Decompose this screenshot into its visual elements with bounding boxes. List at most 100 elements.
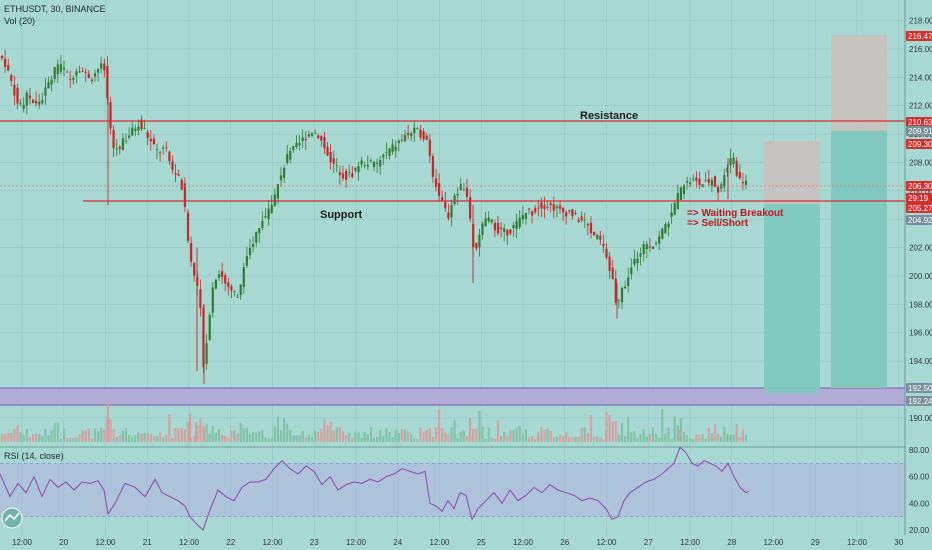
- candle-body: [462, 189, 465, 191]
- candle-body: [242, 267, 245, 288]
- volume-bar: [456, 437, 459, 442]
- volume-bar: [78, 434, 81, 442]
- candle-body: [413, 127, 416, 134]
- volume-bar: [717, 434, 720, 442]
- candle-body: [574, 212, 577, 215]
- volume-bar: [332, 430, 335, 442]
- candle-body: [335, 164, 338, 166]
- volume-bar: [689, 438, 692, 442]
- candle-body: [729, 158, 732, 166]
- volume-bar: [177, 428, 180, 442]
- volume-bar: [357, 432, 360, 442]
- candle-body: [267, 208, 270, 220]
- candle-body: [593, 231, 596, 236]
- candle-body: [180, 179, 183, 190]
- candle-body: [97, 69, 100, 73]
- volume-bar: [53, 423, 56, 442]
- price-badge-text: 29:19: [908, 194, 929, 203]
- volume-bar: [121, 430, 124, 442]
- volume-bar: [447, 434, 450, 442]
- candle-body: [422, 131, 425, 140]
- candle-body: [456, 193, 459, 196]
- candle-body: [75, 71, 78, 76]
- candle-body: [490, 219, 493, 223]
- candle-body: [252, 244, 255, 247]
- volume-spike: [203, 428, 205, 442]
- candle-body: [648, 246, 651, 248]
- volume-bar: [431, 436, 434, 442]
- candle-body: [441, 197, 444, 201]
- candle-body: [221, 271, 224, 278]
- candle-body: [379, 159, 382, 167]
- candle-body: [586, 224, 589, 226]
- volume-bar: [512, 430, 515, 442]
- volume-bar: [701, 433, 704, 442]
- target-box-2: [831, 131, 887, 388]
- time-tick-label: 12:00: [513, 538, 534, 547]
- volume-bar: [261, 430, 264, 442]
- volume-bar: [376, 436, 379, 442]
- volume-bar: [400, 428, 403, 442]
- candle-body: [636, 258, 639, 264]
- candle-body: [478, 234, 481, 248]
- candle-body: [744, 180, 748, 185]
- volume-bar: [562, 436, 565, 442]
- volume-bar: [13, 428, 16, 442]
- candle-body: [741, 182, 744, 184]
- volume-bar: [320, 428, 323, 442]
- candle-body: [605, 248, 608, 258]
- volume-bar: [403, 429, 407, 442]
- candle-body: [7, 65, 10, 71]
- candle-body: [264, 215, 267, 218]
- volume-bar: [84, 430, 87, 442]
- volume-bar: [744, 434, 748, 442]
- volume-bar: [546, 428, 549, 442]
- time-tick-label: 12:00: [12, 538, 33, 547]
- candle-body: [239, 284, 242, 295]
- time-tick-label: 26: [560, 538, 569, 547]
- volume-bar: [658, 437, 661, 442]
- volume-bar: [0, 433, 4, 442]
- candle-body: [707, 179, 710, 183]
- candle-body: [372, 161, 376, 168]
- price-tick-label: 208.00: [909, 158, 932, 167]
- volume-bar: [524, 429, 527, 442]
- time-tick-label: 22: [226, 538, 235, 547]
- candle-body: [419, 129, 422, 138]
- price-badge: [906, 117, 932, 127]
- candle-body: [131, 127, 134, 136]
- price-badge: [906, 203, 932, 213]
- volume-bar: [611, 421, 614, 442]
- price-tick-label: 190.00: [909, 414, 932, 423]
- volume-bar: [509, 429, 512, 442]
- candle-body: [599, 235, 602, 240]
- volume-spike: [605, 430, 607, 442]
- time-tick-label: 12:00: [596, 538, 617, 547]
- candle-body: [540, 202, 543, 209]
- volume-bar: [636, 437, 639, 442]
- volume-bar: [87, 428, 90, 442]
- tradingview-logo[interactable]: [1, 507, 23, 529]
- candle-body: [317, 135, 320, 139]
- volume-bar: [388, 432, 391, 442]
- candle-body: [397, 140, 400, 143]
- candle-body: [320, 135, 323, 141]
- volume-bar: [267, 438, 270, 442]
- candle-body: [270, 205, 273, 214]
- candle-body: [177, 174, 180, 176]
- candle-body: [348, 172, 351, 174]
- volume-bar: [124, 428, 128, 442]
- candle-body: [515, 220, 518, 229]
- candle-body: [289, 150, 292, 160]
- candle-body: [245, 256, 248, 266]
- candle-body: [217, 274, 221, 278]
- volume-bar: [283, 418, 286, 442]
- volume-bar: [661, 409, 664, 442]
- volume-bar: [146, 433, 149, 442]
- volume-bar: [174, 427, 177, 442]
- candle-body: [407, 133, 410, 135]
- candle-body: [695, 177, 698, 182]
- candle-body: [543, 205, 546, 210]
- candle-body: [624, 286, 627, 289]
